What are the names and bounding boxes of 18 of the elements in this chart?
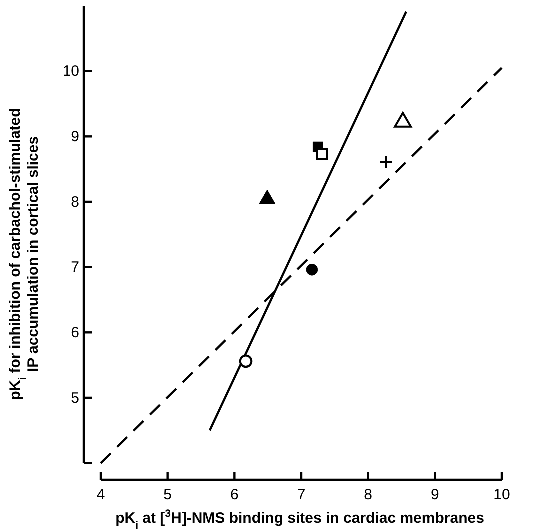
x-tick-label: 5: [164, 486, 172, 504]
x-tick-label: 7: [297, 486, 306, 504]
y-tick-label: 5: [71, 390, 80, 407]
point: [239, 354, 253, 368]
point: [316, 148, 328, 160]
x-tick-label: 4: [96, 486, 106, 504]
y-tick-label: 6: [71, 324, 80, 342]
y-tick-label: 10: [62, 63, 80, 80]
x-tick-label: 6: [230, 486, 239, 504]
x-tick-label: 9: [430, 486, 440, 504]
point: [379, 155, 394, 170]
x-tick-label: 10: [494, 486, 510, 504]
x-axis-title: pK$_{i}$ at [$^{3}$H]-NMS binding sites in cardiac membranes: [116, 508, 484, 530]
y-tick-label: 7: [71, 259, 80, 276]
y-tick-label: 8: [71, 194, 80, 211]
x-tick-label: 8: [364, 486, 373, 504]
y-tick-label: 9: [71, 128, 80, 146]
point: [306, 264, 318, 276]
